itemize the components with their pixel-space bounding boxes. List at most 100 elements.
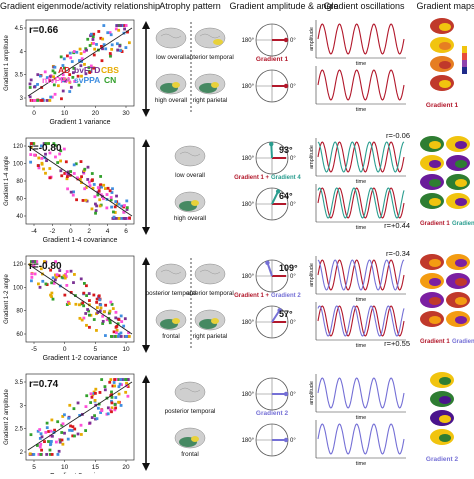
- data-point: [33, 153, 36, 157]
- data-point: [108, 189, 112, 193]
- data-point: [97, 189, 101, 193]
- map-label: Gradient 2: [426, 456, 459, 463]
- data-point: [79, 64, 83, 68]
- gradient-map-region: [455, 179, 467, 187]
- data-point: [54, 155, 57, 159]
- data-point: [88, 421, 92, 425]
- data-point: [63, 431, 66, 435]
- data-point: [102, 197, 105, 201]
- data-point: [41, 279, 45, 283]
- gradient-map-region: [455, 160, 467, 168]
- data-point: [99, 306, 103, 310]
- data-point: [117, 318, 121, 321]
- data-point: [123, 378, 126, 381]
- data-point: [119, 404, 123, 407]
- map-label-first: Gradient 1: [420, 339, 450, 345]
- data-point: [39, 453, 43, 456]
- data-point: [28, 82, 32, 86]
- data-point: [72, 281, 75, 285]
- data-point: [49, 293, 52, 297]
- data-point: [96, 406, 100, 410]
- data-point: [88, 299, 91, 302]
- data-point: [112, 210, 115, 214]
- gradient-map-region: [439, 396, 451, 404]
- data-point: [66, 170, 70, 174]
- gradient-map-region: [429, 179, 441, 187]
- data-point: [100, 378, 104, 381]
- data-point: [88, 184, 92, 188]
- x-axis-label: Gradient 1-4 covariance: [43, 237, 118, 244]
- data-point: [110, 406, 114, 410]
- map-label: Gradient 1: [426, 102, 459, 109]
- arrow-head-up: [142, 139, 150, 147]
- data-point: [119, 331, 123, 335]
- atrophy-bottom-label: high overall: [155, 97, 187, 104]
- data-point: [125, 208, 129, 211]
- data-point: [44, 142, 48, 145]
- data-point: [89, 401, 93, 404]
- data-point: [62, 274, 66, 278]
- data-point: [65, 303, 69, 306]
- data-point: [75, 50, 79, 54]
- data-point: [108, 52, 112, 55]
- data-point: [113, 211, 117, 214]
- data-point: [117, 24, 120, 27]
- data-point: [99, 193, 103, 197]
- data-point: [117, 400, 120, 404]
- data-point: [78, 414, 82, 417]
- x-tick-label: -5: [31, 346, 37, 353]
- arrow-head-down: [142, 227, 150, 235]
- y-axis-label: Gradient 1-2 angle: [4, 273, 10, 323]
- x-tick-label: 0: [32, 110, 36, 117]
- y-axis-label: Gradient 2 amplitude: [4, 388, 10, 444]
- y-tick-label: 4.5: [15, 26, 24, 32]
- data-point: [95, 417, 99, 421]
- brain-sulcus: [179, 387, 201, 393]
- data-point: [45, 426, 49, 430]
- data-point: [108, 31, 112, 34]
- atrophy-top-label: anterior temporal: [186, 54, 234, 61]
- row-3: -5 0 5 10 120 100 80 60 Gradient 1-2 covariance G…: [4, 249, 474, 362]
- data-point: [119, 378, 123, 381]
- oscillation-wave-gradient1: [317, 141, 405, 173]
- data-point: [60, 77, 64, 81]
- data-point: [122, 205, 126, 209]
- data-point: [83, 187, 87, 191]
- data-point: [60, 438, 64, 442]
- data-point: [30, 142, 33, 145]
- data-point: [64, 160, 68, 164]
- data-point: [84, 312, 88, 315]
- brain-sulcus: [179, 151, 201, 157]
- data-point: [42, 142, 46, 145]
- data-point: [50, 281, 54, 285]
- data-point: [107, 311, 111, 315]
- data-point: [118, 382, 122, 386]
- data-point: [99, 411, 103, 414]
- brain-top: [155, 263, 187, 285]
- data-point: [59, 55, 63, 59]
- data-point: [49, 268, 53, 272]
- atrophy-spot: [172, 318, 180, 324]
- angle-0-label: 0°: [290, 84, 296, 90]
- data-point: [68, 428, 71, 432]
- angle-0-label: 0°: [290, 320, 296, 326]
- data-point: [99, 175, 103, 178]
- data-point: [110, 399, 113, 403]
- data-point: [63, 276, 67, 280]
- data-point: [114, 200, 118, 204]
- data-point: [120, 383, 123, 387]
- data-point: [78, 303, 81, 307]
- data-point: [126, 30, 129, 34]
- data-point: [79, 52, 83, 55]
- data-point: [114, 406, 118, 410]
- y-tick-label: 80: [16, 309, 23, 315]
- legend-nfvppa: nfvPPA: [42, 75, 72, 85]
- x-tick-label: -4: [31, 228, 37, 235]
- brain-sulcus: [199, 33, 221, 39]
- data-point: [58, 269, 62, 272]
- atrophy-spot: [191, 200, 199, 206]
- data-point: [104, 334, 107, 337]
- data-point: [92, 41, 95, 45]
- data-point: [120, 217, 124, 220]
